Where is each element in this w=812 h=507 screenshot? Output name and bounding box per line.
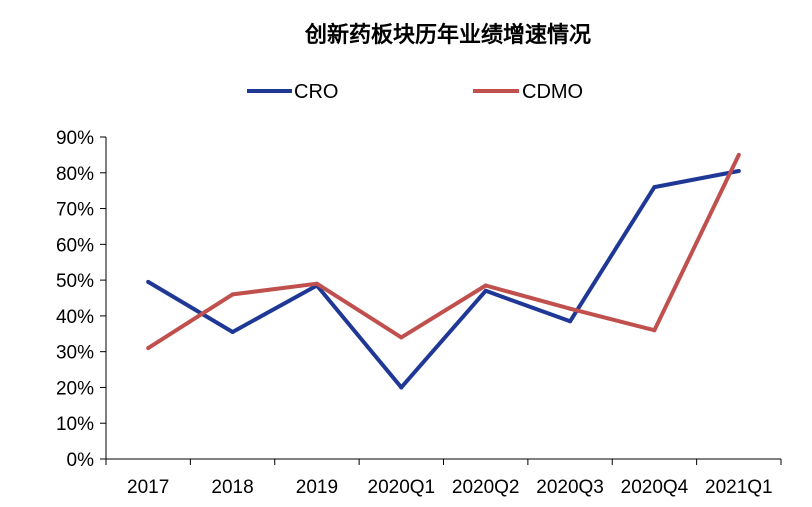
data-point-cdmo bbox=[568, 306, 573, 311]
data-point-cdmo bbox=[230, 292, 235, 297]
data-point-cro bbox=[399, 385, 404, 390]
data-point-cro bbox=[736, 168, 741, 173]
x-axis: 2017 2018 2019 2020Q1 2020Q2 2020Q3 2020Q4 2021… bbox=[105, 458, 782, 498]
y-tick-label: 40% bbox=[56, 307, 94, 328]
legend-label-cro: CRO bbox=[294, 81, 338, 103]
data-point-cdmo bbox=[399, 335, 404, 340]
y-tick-label: 70% bbox=[56, 200, 94, 221]
data-point-cro bbox=[483, 288, 488, 293]
y-tick-label: 80% bbox=[56, 164, 94, 185]
y-tick-label: 20% bbox=[56, 378, 94, 399]
x-tick-label: 2020Q3 bbox=[536, 477, 604, 498]
x-tick-label: 2017 bbox=[127, 477, 169, 498]
y-tick-label: 0% bbox=[67, 450, 95, 471]
data-point-cdmo bbox=[314, 281, 319, 286]
data-point-cro bbox=[230, 329, 235, 334]
data-point-cdmo bbox=[483, 283, 488, 288]
chart-title: 创新药板块历年业绩增速情况 bbox=[304, 22, 591, 48]
y-tick-label: 50% bbox=[56, 271, 94, 292]
y-tick-label: 10% bbox=[56, 414, 94, 435]
x-tick-label: 2020Q1 bbox=[368, 477, 436, 498]
data-point-cdmo bbox=[736, 152, 741, 157]
legend: CRO CDMO bbox=[247, 81, 583, 103]
data-point-cro bbox=[568, 319, 573, 324]
data-point-cro bbox=[146, 279, 151, 284]
data-point-cdmo bbox=[652, 328, 657, 333]
series-line-cdmo bbox=[147, 154, 741, 350]
data-point-cdmo bbox=[146, 346, 151, 351]
y-tick-label: 90% bbox=[56, 128, 94, 149]
y-tick-label: 60% bbox=[56, 235, 94, 256]
data-point-cro bbox=[652, 185, 657, 190]
series-layer bbox=[146, 152, 741, 390]
series-line-cro bbox=[147, 169, 740, 390]
y-axis: 0% 10% 20% 30% 40% 50% 60% 70% 80% 90% bbox=[56, 128, 107, 471]
x-tick-label: 2020Q4 bbox=[621, 477, 689, 498]
y-tick-label: 30% bbox=[56, 343, 94, 364]
x-tick-label: 2020Q2 bbox=[452, 477, 520, 498]
x-tick-label: 2019 bbox=[296, 477, 338, 498]
x-tick-label: 2018 bbox=[211, 477, 253, 498]
x-tick-label: 2021Q1 bbox=[705, 477, 773, 498]
legend-label-cdmo: CDMO bbox=[522, 81, 583, 103]
